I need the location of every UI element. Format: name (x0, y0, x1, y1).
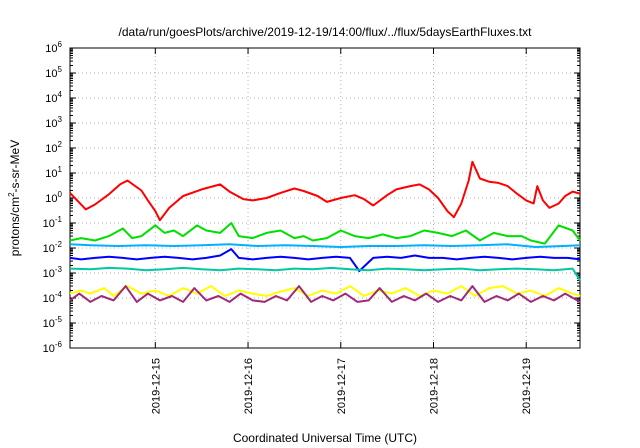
x-tick-label: 2019-12-19 (521, 358, 533, 414)
x-tick-labels: 2019-12-15 2019-12-16 2019-12-17 2019-12-18… (150, 358, 533, 414)
y-tick-label: 10-6 (43, 340, 63, 355)
y-tick-label: 104 (45, 90, 62, 105)
y-tick-label: 105 (45, 65, 62, 80)
y-tick-label: 10-2 (43, 240, 63, 255)
y-tick-label: 10-3 (43, 265, 63, 280)
y-axis-label-sup: 2 (7, 192, 16, 197)
y-axis-label: protons/cm2-s-sr-MeV (7, 140, 22, 256)
series-line-2 (69, 222, 581, 245)
series-line-6 (69, 285, 581, 297)
series-line-1 (69, 160, 581, 222)
y-axis-label-rest: -s-sr-MeV (8, 140, 22, 193)
grid-lines (70, 48, 580, 348)
series-line-4 (69, 248, 581, 272)
y-axis-label-base: protons/cm (8, 197, 22, 256)
y-tick-label: 106 (45, 40, 62, 55)
series-line-5 (69, 266, 581, 282)
y-tick-label: 100 (45, 190, 62, 205)
x-axis-label: Coordinated Universal Time (UTC) (233, 431, 417, 445)
axis-ticks (70, 47, 580, 349)
y-tick-label: 101 (45, 165, 62, 180)
y-tick-label: 10-1 (43, 215, 63, 230)
y-tick-labels: 10-6 10-5 10-4 10-3 10-2 10-1 100 101 102 103 104 1… (43, 40, 63, 355)
series-line-7 (69, 285, 581, 303)
chart-title: /data/run/goesPlots/archive/2019-12-19/1… (119, 25, 533, 39)
x-tick-label: 2019-12-18 (428, 358, 440, 414)
x-tick-label: 2019-12-15 (150, 358, 162, 414)
x-tick-label: 2019-12-16 (243, 358, 255, 414)
y-tick-label: 10-4 (43, 290, 63, 305)
x-tick-label: 2019-12-17 (336, 358, 348, 414)
y-tick-label: 10-5 (43, 315, 63, 330)
y-tick-label: 103 (45, 115, 62, 130)
series-line-3 (69, 243, 581, 248)
series-group (69, 160, 581, 303)
y-tick-label: 102 (45, 140, 62, 155)
